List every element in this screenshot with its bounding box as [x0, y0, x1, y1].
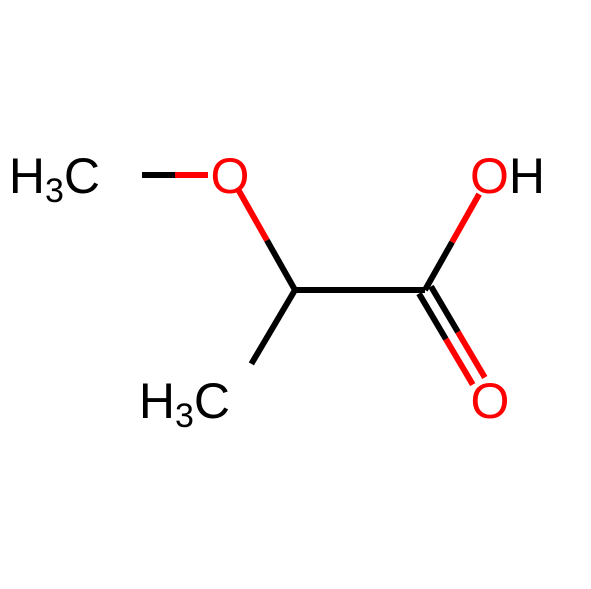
atom-label-o: O [471, 373, 510, 429]
molecule-diagram: OH3CH3COOH [0, 0, 591, 589]
atom-label-o: O [211, 148, 250, 204]
atom-label-oh: OH [470, 148, 545, 204]
